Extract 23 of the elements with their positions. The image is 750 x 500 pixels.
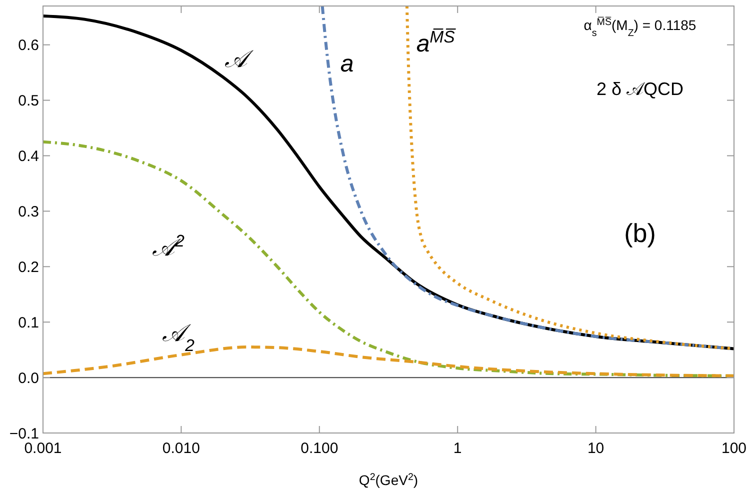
x-axis-title: Q$^{2}$(GeV$^{2}$) — [358, 472, 418, 488]
x-tick-label: 10 — [587, 440, 604, 457]
y-tick-label: 0.1 — [18, 314, 39, 332]
y-tick-label: 0.6 — [18, 37, 39, 54]
y-tick-label: 0.4 — [18, 148, 39, 165]
annotation: 2 δ 𝒜QCD — [596, 79, 684, 99]
x-tick-label: 100 — [721, 440, 747, 457]
x-tick-label: 0.001 — [24, 440, 62, 457]
y-tick-label: 0.5 — [18, 92, 39, 110]
series-label: 𝒜$_{2}$ — [162, 320, 196, 355]
series-label: 𝒜$^{2}$ — [152, 231, 186, 262]
series-label: a$^{M̅S̅}$ — [416, 26, 456, 58]
annotation: α$_{s}$$^{M̅S̅}$(M$_{Z}$) = 0.1185 — [584, 16, 696, 38]
series-label: a — [340, 50, 354, 78]
annotation: (b) — [624, 218, 656, 248]
series-label: 𝒜 — [224, 46, 254, 73]
y-tick-label: 0.3 — [18, 203, 39, 220]
y-tick-label: 0.0 — [18, 370, 39, 387]
x-tick-label: 0.010 — [162, 440, 200, 457]
x-tick-label: 1 — [453, 440, 462, 457]
y-tick-label: −0.1 — [9, 425, 39, 442]
y-tick-label: 0.2 — [18, 258, 39, 276]
x-tick-label: 0.100 — [300, 440, 338, 457]
